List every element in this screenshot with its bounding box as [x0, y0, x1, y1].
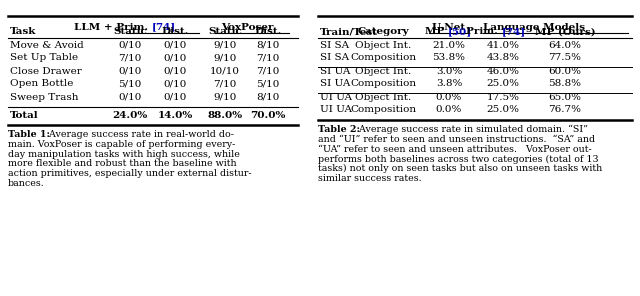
Text: 17.5%: 17.5% [486, 92, 520, 102]
Text: 58.8%: 58.8% [548, 80, 582, 89]
Text: Static: Static [208, 28, 242, 36]
Text: [74]: [74] [502, 28, 526, 36]
Text: Open Bottle: Open Bottle [10, 80, 74, 89]
Text: Task: Task [10, 28, 36, 36]
Text: and “UI” refer to seen and unseen instructions.  “SA” and: and “UI” refer to seen and unseen instru… [318, 135, 595, 144]
Text: 0/10: 0/10 [118, 67, 141, 75]
Text: 7/10: 7/10 [256, 54, 280, 62]
Text: 88.0%: 88.0% [207, 112, 243, 120]
Text: Category: Category [357, 28, 409, 36]
Text: 7/10: 7/10 [256, 67, 280, 75]
Text: 0.0%: 0.0% [436, 105, 462, 115]
Text: Train/Test: Train/Test [320, 28, 378, 36]
Text: [50]: [50] [448, 28, 472, 36]
Text: 0/10: 0/10 [163, 80, 187, 89]
Text: Table 1:: Table 1: [8, 130, 50, 139]
Text: 5/10: 5/10 [118, 80, 141, 89]
Text: MP: MP [425, 28, 448, 36]
Text: performs both baselines across two categories (total of 13: performs both baselines across two categ… [318, 155, 598, 163]
Text: SI SA: SI SA [320, 54, 349, 62]
Text: 0/10: 0/10 [163, 54, 187, 62]
Text: 77.5%: 77.5% [548, 54, 582, 62]
Text: VoxPoser: VoxPoser [221, 22, 273, 31]
Text: Dist.: Dist. [254, 28, 282, 36]
Text: 46.0%: 46.0% [486, 67, 520, 75]
Text: Composition: Composition [350, 80, 416, 89]
Text: Sweep Trash: Sweep Trash [10, 92, 79, 102]
Text: Total: Total [10, 112, 38, 120]
Text: 9/10: 9/10 [213, 92, 237, 102]
Text: 60.0%: 60.0% [548, 67, 582, 75]
Text: 64.0%: 64.0% [548, 41, 582, 49]
Text: bances.: bances. [8, 179, 45, 188]
Text: 8/10: 8/10 [256, 41, 280, 49]
Text: 0/10: 0/10 [163, 67, 187, 75]
Text: main. VoxPoser is capable of performing every-: main. VoxPoser is capable of performing … [8, 140, 236, 149]
Text: 0/10: 0/10 [163, 92, 187, 102]
Text: 65.0%: 65.0% [548, 92, 582, 102]
Text: action primitives, especially under external distur-: action primitives, especially under exte… [8, 169, 252, 178]
Text: “UA” refer to seen and unseen attributes.   VoxPoser out-: “UA” refer to seen and unseen attributes… [318, 145, 592, 154]
Text: 21.0%: 21.0% [433, 41, 465, 49]
Text: similar success rates.: similar success rates. [318, 174, 422, 183]
Text: 9/10: 9/10 [213, 54, 237, 62]
Text: day manipulation tasks with high success, while: day manipulation tasks with high success… [8, 149, 240, 159]
Text: UI UA: UI UA [320, 92, 352, 102]
Text: more flexible and robust than the baseline with: more flexible and robust than the baseli… [8, 160, 237, 168]
Text: 0/10: 0/10 [163, 41, 187, 49]
Text: SI UA: SI UA [320, 67, 350, 75]
Text: 9/10: 9/10 [213, 41, 237, 49]
Text: Composition: Composition [350, 54, 416, 62]
Text: 70.0%: 70.0% [250, 112, 285, 120]
Text: Object Int.: Object Int. [355, 92, 411, 102]
Text: U-Net: U-Net [432, 22, 466, 31]
Text: SI SA: SI SA [320, 41, 349, 49]
Text: 53.8%: 53.8% [433, 54, 465, 62]
Text: Composition: Composition [350, 105, 416, 115]
Text: [74]: [74] [152, 22, 176, 31]
Text: 0/10: 0/10 [118, 41, 141, 49]
Text: tasks) not only on seen tasks but also on unseen tasks with: tasks) not only on seen tasks but also o… [318, 164, 602, 173]
Text: Set Up Table: Set Up Table [10, 54, 78, 62]
Text: 7/10: 7/10 [213, 80, 237, 89]
Text: 25.0%: 25.0% [486, 105, 520, 115]
Text: 8/10: 8/10 [256, 92, 280, 102]
Text: LLM + Prim.: LLM + Prim. [74, 22, 152, 31]
Text: Average success rate in real-world do-: Average success rate in real-world do- [43, 130, 234, 139]
Text: 0.0%: 0.0% [436, 92, 462, 102]
Text: 3.8%: 3.8% [436, 80, 462, 89]
Text: 3.0%: 3.0% [436, 67, 462, 75]
Text: Dist.: Dist. [161, 28, 189, 36]
Text: Move & Avoid: Move & Avoid [10, 41, 84, 49]
Text: Average success rate in simulated domain. “SI”: Average success rate in simulated domain… [353, 125, 588, 134]
Text: Language Models: Language Models [483, 22, 585, 31]
Text: 25.0%: 25.0% [486, 80, 520, 89]
Text: 10/10: 10/10 [210, 67, 240, 75]
Text: Object Int.: Object Int. [355, 41, 411, 49]
Text: 43.8%: 43.8% [486, 54, 520, 62]
Text: SI UA: SI UA [320, 80, 350, 89]
Text: MP (Ours): MP (Ours) [534, 28, 595, 36]
Text: Object Int.: Object Int. [355, 67, 411, 75]
Text: Table 2:: Table 2: [318, 125, 360, 134]
Text: Close Drawer: Close Drawer [10, 67, 82, 75]
Text: Prim.: Prim. [467, 28, 502, 36]
Text: 5/10: 5/10 [256, 80, 280, 89]
Text: 0/10: 0/10 [118, 92, 141, 102]
Text: 76.7%: 76.7% [548, 105, 582, 115]
Text: 14.0%: 14.0% [157, 112, 193, 120]
Text: Static: Static [113, 28, 147, 36]
Text: UI UA: UI UA [320, 105, 352, 115]
Text: 41.0%: 41.0% [486, 41, 520, 49]
Text: 7/10: 7/10 [118, 54, 141, 62]
Text: 24.0%: 24.0% [113, 112, 148, 120]
